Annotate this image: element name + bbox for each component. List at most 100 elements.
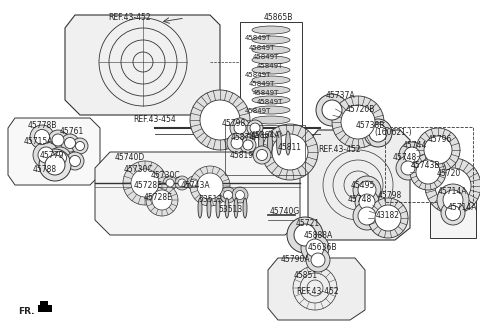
Circle shape <box>220 187 236 203</box>
Circle shape <box>294 224 316 246</box>
Circle shape <box>247 120 263 136</box>
Circle shape <box>227 133 247 153</box>
Circle shape <box>256 149 267 160</box>
Circle shape <box>72 138 88 154</box>
Bar <box>240 22 302 137</box>
Circle shape <box>39 149 71 181</box>
Text: 45819: 45819 <box>230 151 254 160</box>
Circle shape <box>424 136 452 164</box>
Circle shape <box>306 239 324 257</box>
Text: 45798: 45798 <box>378 191 402 200</box>
Circle shape <box>232 187 248 203</box>
Bar <box>38 305 52 312</box>
Ellipse shape <box>207 198 211 218</box>
Circle shape <box>166 179 174 187</box>
Ellipse shape <box>276 131 281 155</box>
Circle shape <box>152 190 172 210</box>
Text: 45744: 45744 <box>403 140 427 149</box>
Text: 45720B: 45720B <box>345 106 375 115</box>
Text: 45728E: 45728E <box>133 181 162 190</box>
Text: 43182: 43182 <box>376 211 400 220</box>
Circle shape <box>262 124 318 180</box>
Circle shape <box>187 176 201 190</box>
Text: 45811: 45811 <box>278 143 302 152</box>
Ellipse shape <box>252 26 290 34</box>
Circle shape <box>311 253 325 267</box>
Text: 45728E: 45728E <box>144 194 172 203</box>
Circle shape <box>197 173 223 199</box>
Circle shape <box>355 190 379 214</box>
Text: 45714A: 45714A <box>447 204 477 212</box>
Text: 45851: 45851 <box>294 271 318 280</box>
Text: 45849T: 45849T <box>253 90 279 96</box>
Text: 45788: 45788 <box>33 165 57 175</box>
Ellipse shape <box>259 131 264 155</box>
Bar <box>40 301 48 306</box>
Circle shape <box>35 129 49 144</box>
Polygon shape <box>95 152 300 235</box>
Circle shape <box>30 125 54 149</box>
Ellipse shape <box>268 131 272 155</box>
Circle shape <box>358 181 376 199</box>
Circle shape <box>33 142 59 168</box>
Text: 45849T: 45849T <box>257 99 283 105</box>
Circle shape <box>443 190 463 210</box>
Text: 53513: 53513 <box>218 206 242 214</box>
Text: 53513: 53513 <box>198 196 222 205</box>
Circle shape <box>353 176 381 204</box>
Circle shape <box>230 118 250 138</box>
Ellipse shape <box>225 198 229 218</box>
Text: 45849T: 45849T <box>245 108 271 114</box>
Circle shape <box>410 154 446 190</box>
Text: 45743A: 45743A <box>180 182 210 191</box>
Circle shape <box>301 234 329 262</box>
Circle shape <box>441 201 465 225</box>
Text: 45730C: 45730C <box>150 171 180 180</box>
Text: 45849T: 45849T <box>249 45 275 51</box>
Text: 45495: 45495 <box>351 182 375 191</box>
Text: 45849T: 45849T <box>253 54 279 60</box>
Circle shape <box>332 96 384 148</box>
Circle shape <box>445 206 460 220</box>
Circle shape <box>243 140 253 150</box>
Circle shape <box>38 147 54 163</box>
Ellipse shape <box>250 131 254 155</box>
Circle shape <box>123 161 167 205</box>
Text: 45888A: 45888A <box>303 231 333 240</box>
Bar <box>430 170 476 238</box>
Text: 45761: 45761 <box>60 127 84 136</box>
Circle shape <box>316 94 348 126</box>
Circle shape <box>190 179 198 187</box>
Text: FR.: FR. <box>18 307 35 316</box>
Ellipse shape <box>252 96 290 104</box>
Text: 45796: 45796 <box>428 135 452 144</box>
Circle shape <box>404 147 420 163</box>
Text: 45865B: 45865B <box>264 14 293 23</box>
Text: 45720: 45720 <box>437 170 461 179</box>
Text: 45738B: 45738B <box>355 121 384 129</box>
Circle shape <box>236 191 244 200</box>
Text: REF.43-452: REF.43-452 <box>108 14 151 23</box>
Circle shape <box>200 100 240 140</box>
Text: REF.43-452: REF.43-452 <box>297 288 339 296</box>
Text: 45849T: 45849T <box>245 72 271 78</box>
Text: 45798: 45798 <box>222 120 246 128</box>
Text: 45740D: 45740D <box>115 153 145 162</box>
Ellipse shape <box>216 198 220 218</box>
Text: 45636B: 45636B <box>307 243 337 253</box>
Text: REF.43-454: REF.43-454 <box>133 116 176 124</box>
Circle shape <box>52 134 64 146</box>
Circle shape <box>341 105 375 139</box>
Circle shape <box>61 134 79 152</box>
Circle shape <box>425 158 480 214</box>
Text: 45721: 45721 <box>296 219 320 228</box>
Text: (160621-): (160621-) <box>374 127 412 136</box>
Circle shape <box>368 198 408 238</box>
Ellipse shape <box>252 76 290 84</box>
Circle shape <box>45 155 65 175</box>
Circle shape <box>306 248 330 272</box>
Circle shape <box>49 147 71 169</box>
Circle shape <box>70 155 81 167</box>
Circle shape <box>146 184 178 216</box>
Ellipse shape <box>234 198 238 218</box>
